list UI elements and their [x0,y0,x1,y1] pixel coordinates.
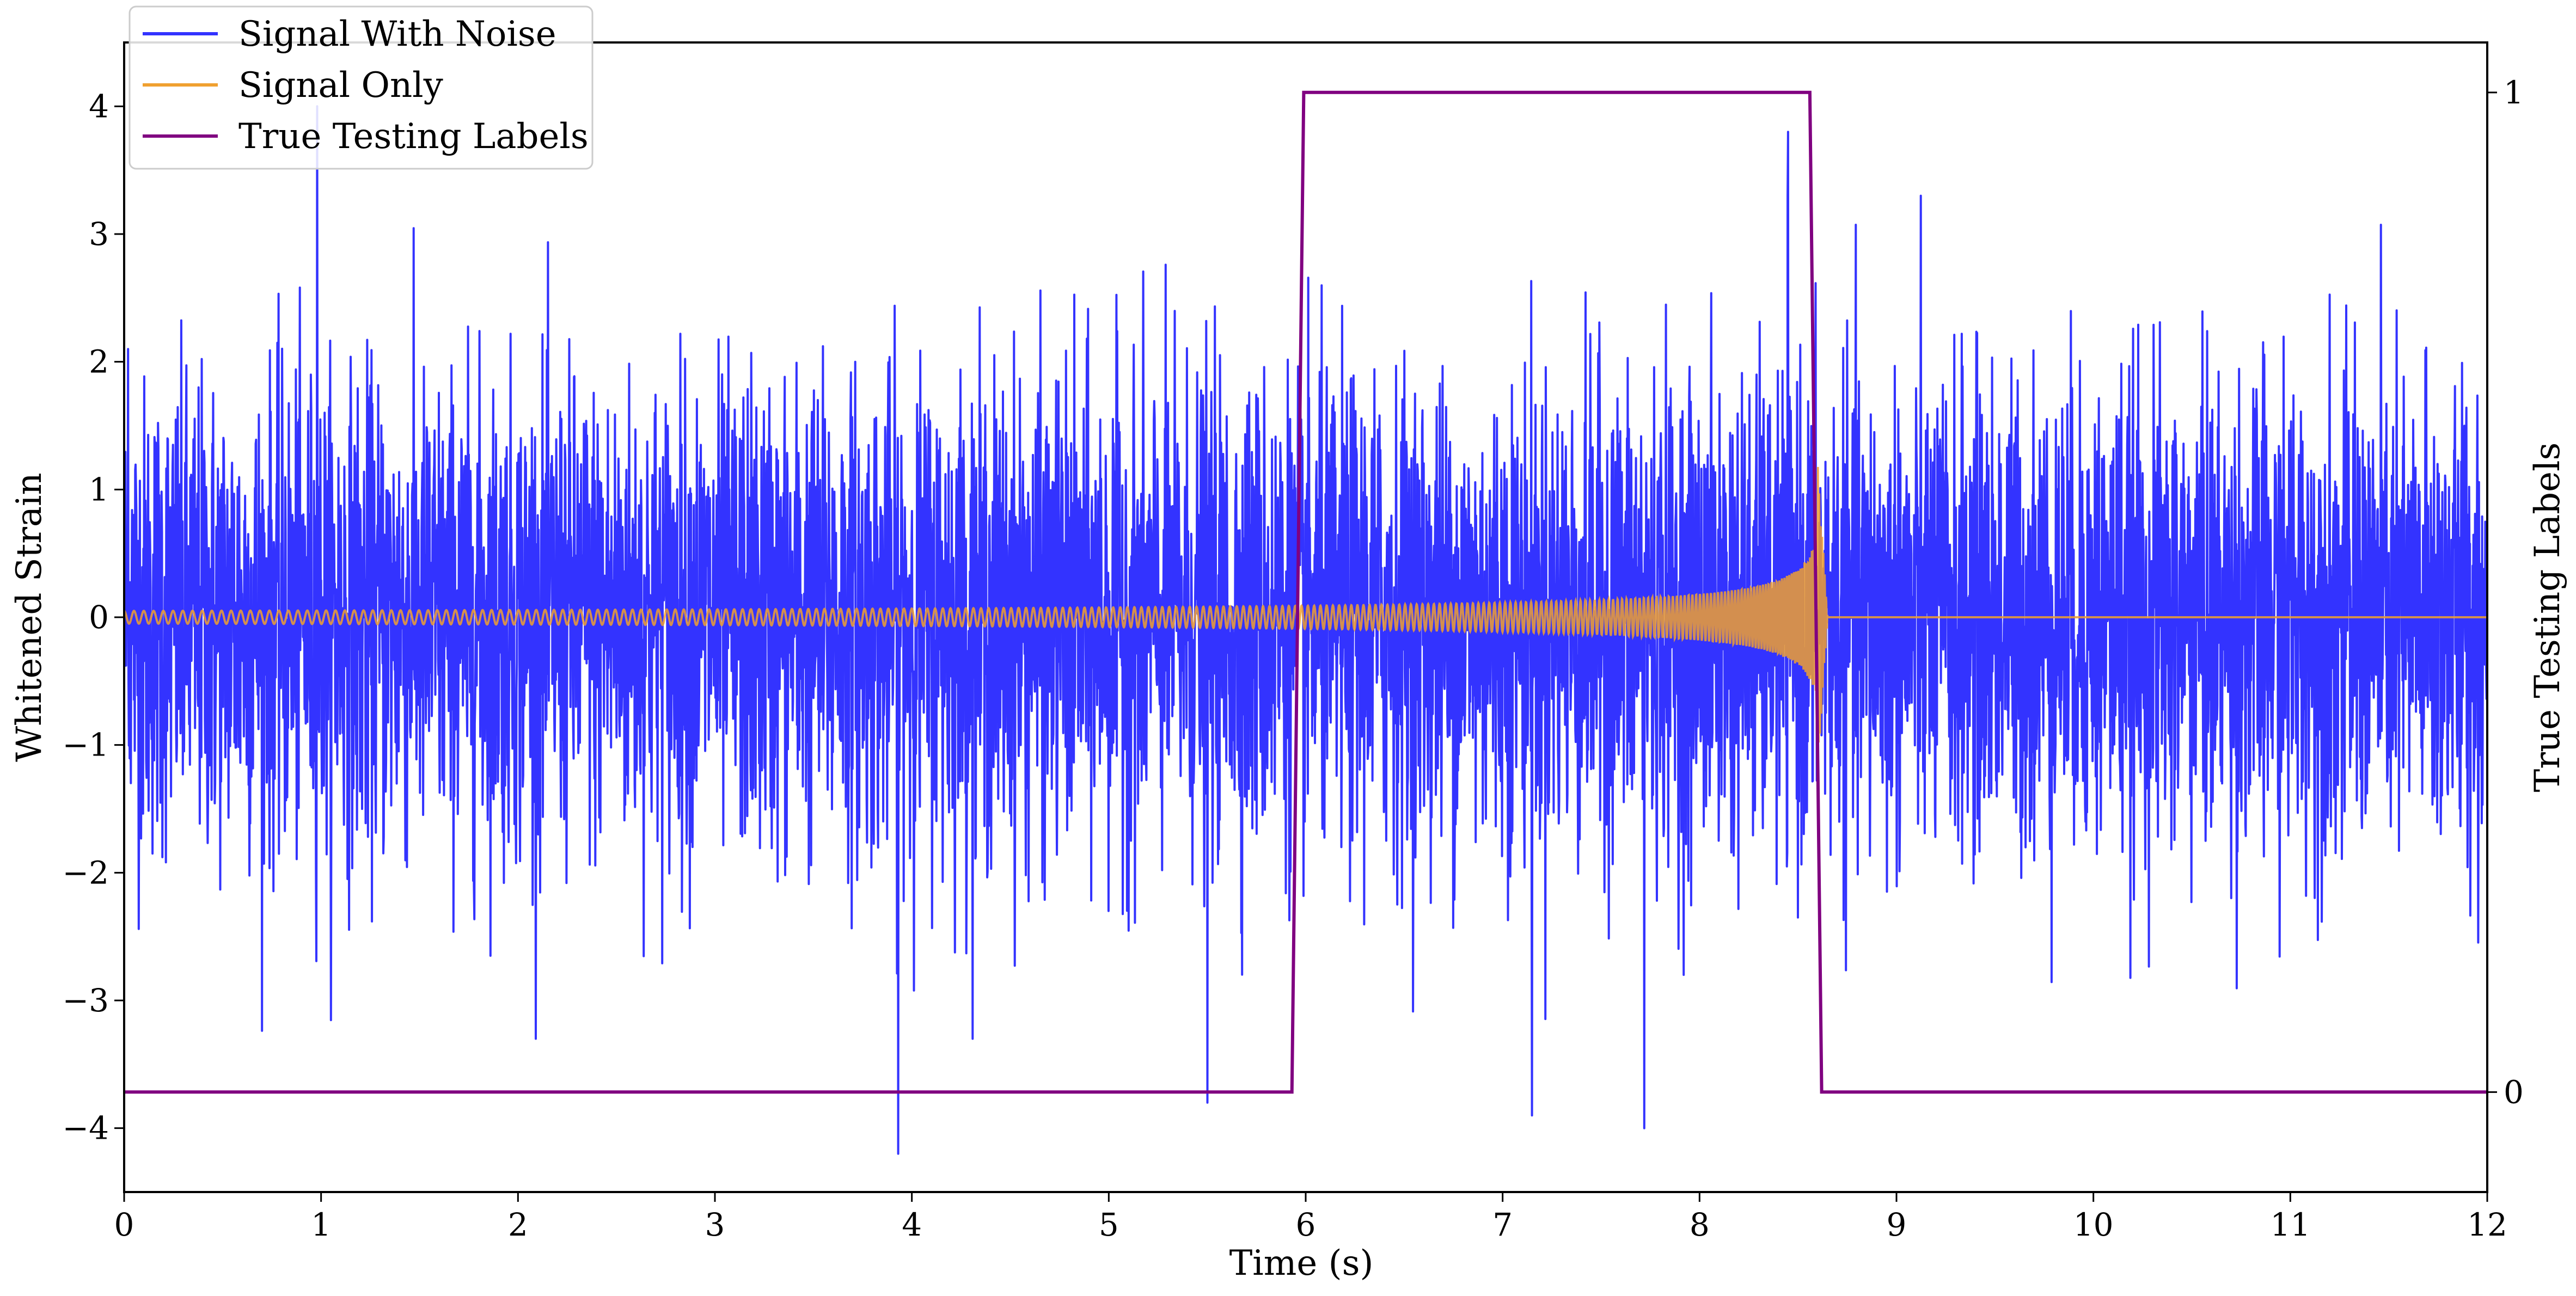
y-tick-label: 4 [89,88,109,125]
y2-axis-label: True Testing Labels [2528,443,2568,793]
y-tick-label: 3 [89,216,109,253]
y2-tick-label: 1 [2504,74,2524,111]
y2-axis-ticks: 01 [2487,74,2524,1110]
x-tick-label: 1 [311,1206,331,1243]
series-signal-with-noise [124,105,2487,1155]
x-tick-label: 0 [114,1206,134,1243]
x-tick-label: 4 [902,1206,922,1243]
y-axis-label: Whitened Strain [9,472,50,761]
y-tick-label: 1 [89,471,109,508]
legend-box [129,5,593,170]
x-tick-label: 8 [1690,1206,1710,1243]
x-tick-label: 12 [2467,1206,2507,1243]
legend: Signal With Noise Signal Only True Testi… [129,5,593,170]
y-tick-label: −4 [63,1110,109,1147]
x-tick-label: 10 [2073,1206,2114,1243]
y-tick-label: −2 [63,854,109,891]
x-tick-label: 6 [1296,1206,1316,1243]
series-signal-only [124,466,2487,743]
x-tick-label: 3 [705,1206,725,1243]
legend-label-signal-with-noise: Signal With Noise [238,14,556,54]
x-tick-label: 5 [1099,1206,1119,1243]
series-layer [124,90,2487,1155]
series-true-testing-labels [124,90,2487,1094]
x-tick-label: 9 [1887,1206,1907,1243]
legend-label-signal-only: Signal Only [238,65,443,106]
x-tick-label: 11 [2270,1206,2310,1243]
y-axis-ticks: −4 −3 −2 −1 0 1 2 3 4 [63,88,124,1147]
x-tick-label: 2 [508,1206,528,1243]
x-tick-label: 7 [1492,1206,1513,1243]
x-axis-ticks: 0 1 2 3 4 5 6 7 8 9 10 11 12 [114,1192,2507,1243]
y2-tick-label: 0 [2504,1073,2524,1110]
y-tick-label: 2 [89,343,109,380]
y-tick-label: −1 [63,727,109,764]
x-axis-label: Time (s) [1229,1243,1374,1283]
legend-label-true-testing-labels: True Testing Labels [238,116,589,157]
y-tick-label: −3 [63,982,109,1019]
y-tick-label: 0 [89,599,109,636]
